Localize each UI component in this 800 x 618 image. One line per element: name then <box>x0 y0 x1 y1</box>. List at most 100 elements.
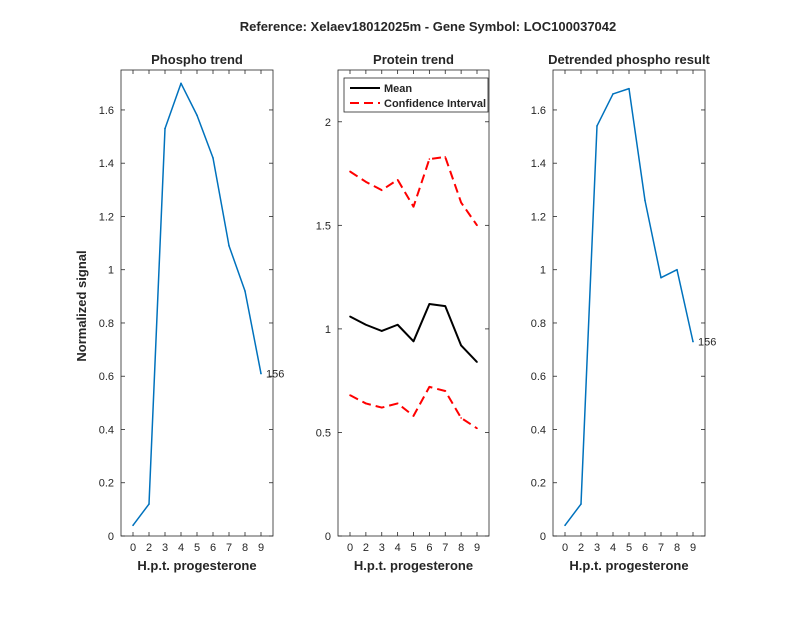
data-point <box>212 157 214 159</box>
y-tick-label: 0.8 <box>531 318 546 330</box>
x-tick-label: 0 <box>562 542 568 554</box>
data-point <box>380 189 383 191</box>
data-point <box>428 303 431 305</box>
data-point <box>612 93 614 95</box>
data-point <box>260 372 262 375</box>
data-point <box>132 524 134 527</box>
x-tick-label: 3 <box>594 542 600 554</box>
data-point <box>244 290 246 292</box>
data-point <box>365 181 367 183</box>
data-point <box>580 503 582 505</box>
x-tick-label: 4 <box>610 542 616 554</box>
y-tick-label: 1.2 <box>99 211 114 223</box>
x-axis-label: H.p.t. progesterone <box>137 558 256 573</box>
data-point <box>349 394 351 396</box>
x-tick-label: 5 <box>410 542 416 554</box>
data-point <box>396 402 399 405</box>
data-point <box>196 114 198 117</box>
panel-title: Protein trend <box>373 52 454 67</box>
y-tick-label: 1 <box>108 265 114 277</box>
data-point <box>412 205 415 208</box>
x-tick-label: 9 <box>258 542 264 554</box>
data-point <box>349 315 351 318</box>
x-tick-label: 8 <box>242 542 248 554</box>
x-tick-label: 2 <box>146 542 152 554</box>
x-axis-label: H.p.t. progesterone <box>354 558 473 573</box>
point-annotation: 156 <box>698 337 716 349</box>
y-tick-label: 0.6 <box>99 371 114 383</box>
legend-entry: Mean <box>384 83 412 95</box>
panel-title: Detrended phospho result <box>548 52 710 67</box>
y-tick-label: 1.2 <box>531 211 546 223</box>
x-tick-label: 0 <box>347 542 353 554</box>
x-axis-label: H.p.t. progesterone <box>569 558 688 573</box>
y-axis-label: Normalized signal <box>74 250 89 361</box>
data-point <box>428 386 431 388</box>
x-tick-label: 2 <box>363 542 369 554</box>
legend-entry: Confidence Interval <box>384 98 486 110</box>
data-point <box>476 224 478 227</box>
y-tick-label: 1.6 <box>99 105 114 117</box>
x-tick-label: 7 <box>658 542 664 554</box>
y-tick-label: 0 <box>325 531 331 543</box>
data-point <box>396 178 399 181</box>
x-tick-label: 6 <box>426 542 432 554</box>
data-point <box>644 199 646 202</box>
x-tick-label: 9 <box>474 542 480 554</box>
data-point <box>380 330 383 332</box>
data-point <box>412 415 415 417</box>
y-tick-label: 0 <box>108 531 114 543</box>
x-tick-label: 3 <box>162 542 168 554</box>
data-point <box>365 323 367 326</box>
x-tick-label: 2 <box>578 542 584 554</box>
y-tick-label: 0.2 <box>531 478 546 490</box>
data-point <box>460 417 462 419</box>
y-tick-label: 1.4 <box>531 158 546 170</box>
y-tick-label: 0.8 <box>99 318 114 330</box>
data-point <box>228 244 230 247</box>
data-point <box>349 170 351 173</box>
data-point <box>396 323 399 326</box>
x-tick-label: 7 <box>442 542 448 554</box>
x-tick-label: 8 <box>674 542 680 554</box>
x-tick-label: 0 <box>130 542 136 554</box>
data-point <box>380 406 383 409</box>
y-tick-label: 0.6 <box>531 371 546 383</box>
x-tick-label: 3 <box>379 542 385 554</box>
y-tick-label: 0.2 <box>99 478 114 490</box>
data-point <box>692 340 694 343</box>
data-point <box>428 158 431 160</box>
y-tick-label: 1.6 <box>531 105 546 117</box>
data-point <box>476 361 478 363</box>
x-tick-label: 4 <box>178 542 184 554</box>
x-tick-label: 8 <box>458 542 464 554</box>
data-point <box>180 82 182 85</box>
y-tick-label: 1 <box>325 324 331 336</box>
x-tick-label: 4 <box>395 542 401 554</box>
data-point <box>564 524 566 527</box>
data-point <box>164 127 166 130</box>
legend-box <box>343 77 489 113</box>
data-point <box>148 503 150 505</box>
data-point <box>444 305 447 307</box>
x-tick-label: 7 <box>226 542 232 554</box>
y-tick-label: 1.5 <box>316 220 331 232</box>
figure-title: Reference: Xelaev18012025m - Gene Symbol… <box>240 19 617 34</box>
data-point <box>365 402 367 405</box>
data-point <box>628 87 630 90</box>
y-tick-label: 1.4 <box>99 158 114 170</box>
panel-title: Phospho trend <box>151 52 243 67</box>
y-tick-label: 2 <box>325 117 331 129</box>
data-point <box>444 156 447 158</box>
data-point <box>444 390 447 392</box>
x-tick-label: 5 <box>626 542 632 554</box>
data-point <box>660 276 662 279</box>
data-point <box>412 340 415 343</box>
y-tick-label: 1 <box>540 265 546 277</box>
x-tick-label: 9 <box>690 542 696 554</box>
x-tick-label: 6 <box>642 542 648 554</box>
